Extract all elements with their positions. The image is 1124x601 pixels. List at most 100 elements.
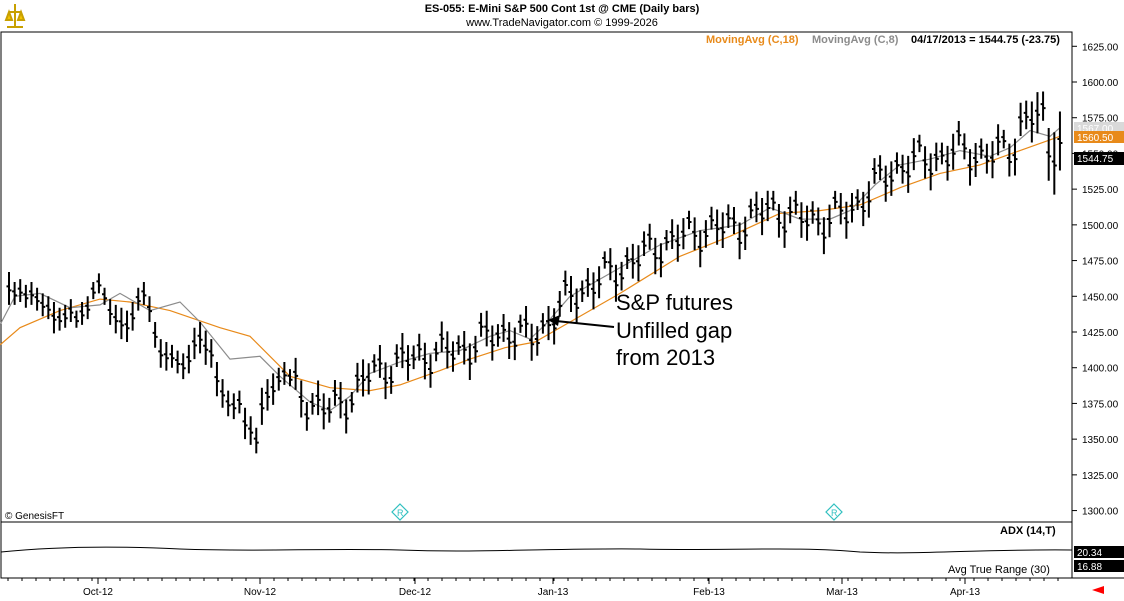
ohlc-bar	[102, 287, 108, 305]
y-tick-label: 1500.00	[1082, 221, 1119, 232]
ohlc-bar	[281, 362, 287, 385]
annotation-line-2: Unfilled gap	[616, 318, 732, 343]
ohlc-bar	[236, 390, 242, 414]
svg-text:20.34: 20.34	[1077, 548, 1102, 559]
ohlc-bar	[984, 143, 990, 174]
ohlc-bar	[1023, 100, 1029, 130]
x-tick-label: Dec-12	[399, 587, 432, 598]
ohlc-bar	[523, 306, 529, 338]
ohlc-bar	[135, 287, 141, 311]
svg-text:R: R	[831, 508, 838, 518]
ohlc-bar	[737, 222, 743, 260]
ohlc-bar	[855, 189, 861, 210]
ohlc-bar	[551, 308, 557, 345]
ohlc-bar	[652, 237, 658, 275]
ohlc-bar	[1040, 91, 1046, 121]
ohlc-bar	[1001, 129, 1007, 149]
ohlc-bar	[276, 367, 282, 391]
trade-navigator-logo-icon[interactable]	[3, 2, 27, 32]
ohlc-bar	[607, 248, 613, 281]
ohlc-bar	[332, 379, 338, 406]
gap-annotation: S&P futures Unfilled gap from 2013	[548, 290, 733, 370]
ohlc-bar	[248, 416, 254, 445]
ohlc-bar	[602, 251, 608, 269]
ohlc-bar	[579, 280, 585, 302]
y-tick-label: 1425.00	[1082, 328, 1119, 339]
ohlc-bar	[843, 201, 849, 239]
x-tick-label: Apr-13	[950, 587, 980, 598]
y-tick-label: 1450.00	[1082, 292, 1119, 303]
annotation-line-3: from 2013	[616, 345, 715, 370]
y-tick-label: 1600.00	[1082, 78, 1119, 89]
ohlc-bar	[6, 272, 12, 305]
x-tick-label: Nov-12	[244, 587, 277, 598]
ohlc-bar	[163, 342, 169, 371]
ohlc-bar	[725, 204, 731, 229]
ohlc-bar	[293, 357, 299, 390]
ohlc-bar	[253, 427, 259, 454]
ohlc-bar	[686, 210, 692, 230]
ohlc-bar	[753, 191, 759, 223]
ohlc-bar	[782, 211, 788, 248]
ohlc-bar	[1029, 101, 1035, 143]
ohlc-bar	[208, 339, 214, 368]
scroll-right-arrow-icon[interactable]	[1092, 586, 1104, 594]
ohlc-bar	[669, 219, 675, 249]
ohlc-bar	[742, 216, 748, 251]
x-tick-label: Feb-13	[693, 587, 725, 598]
ohlc-bar	[798, 202, 804, 238]
ohlc-bar	[478, 312, 484, 337]
ohlc-bar	[130, 302, 136, 331]
genesis-watermark: © GenesisFT	[5, 511, 64, 522]
ohlc-bar	[304, 401, 310, 431]
atr-value-tag: 16.88	[1074, 560, 1124, 573]
ohlc-bar	[405, 345, 411, 381]
ohlc-bar	[866, 181, 872, 218]
ma8-legend: MovingAvg (C,8)	[812, 34, 899, 46]
ohlc-bar	[422, 342, 428, 380]
x-tick-label: Jan-13	[538, 587, 569, 598]
ohlc-bar	[96, 273, 102, 294]
ohlc-bar	[152, 322, 158, 348]
ohlc-bar	[709, 206, 714, 230]
ohlc-bar	[916, 134, 922, 153]
ohlc-bar	[118, 307, 124, 340]
ohlc-bar	[259, 387, 265, 425]
ohlc-bar	[214, 362, 220, 397]
ohlc-bar	[956, 120, 962, 146]
ohlc-bar	[501, 313, 507, 342]
ohlc-bar	[827, 204, 833, 238]
ohlc-bar	[1046, 127, 1052, 181]
ohlc-bar	[489, 325, 495, 361]
ohlc-bar	[590, 272, 596, 310]
ohlc-bar	[57, 307, 63, 331]
ohlc-bar	[546, 306, 552, 341]
ohlc-bar	[877, 155, 883, 181]
y-tick-label: 1350.00	[1082, 435, 1119, 446]
ohlc-bar	[180, 353, 186, 380]
y-tick-label: 1300.00	[1082, 507, 1119, 518]
ohlc-bar	[967, 149, 973, 186]
ohlc-bar	[624, 247, 630, 270]
ohlc-bar	[506, 322, 512, 360]
ma18-path	[0, 135, 1061, 392]
adx-label: ADX (14,T)	[1000, 525, 1056, 537]
r-diamond-icon[interactable]: R	[825, 503, 843, 521]
ohlc-bar	[1034, 92, 1040, 134]
ohlc-bar	[371, 354, 377, 373]
ohlc-bar	[714, 209, 720, 245]
ohlc-bar	[147, 296, 152, 322]
ohlc-bar	[315, 380, 321, 416]
ohlc-bar	[664, 229, 670, 251]
y-tick-label: 1325.00	[1082, 471, 1119, 482]
ohlc-bar	[613, 264, 619, 302]
ohlc-bar	[680, 218, 686, 250]
ohlc-bar	[433, 341, 439, 362]
adx-value-tag: 20.34	[1074, 546, 1124, 559]
r-diamond-icon[interactable]: R	[391, 503, 409, 521]
ohlc-bar	[23, 284, 29, 308]
ohlc-bar	[141, 282, 147, 305]
ohlc-bar	[366, 363, 372, 395]
ohlc-bar	[394, 344, 400, 368]
